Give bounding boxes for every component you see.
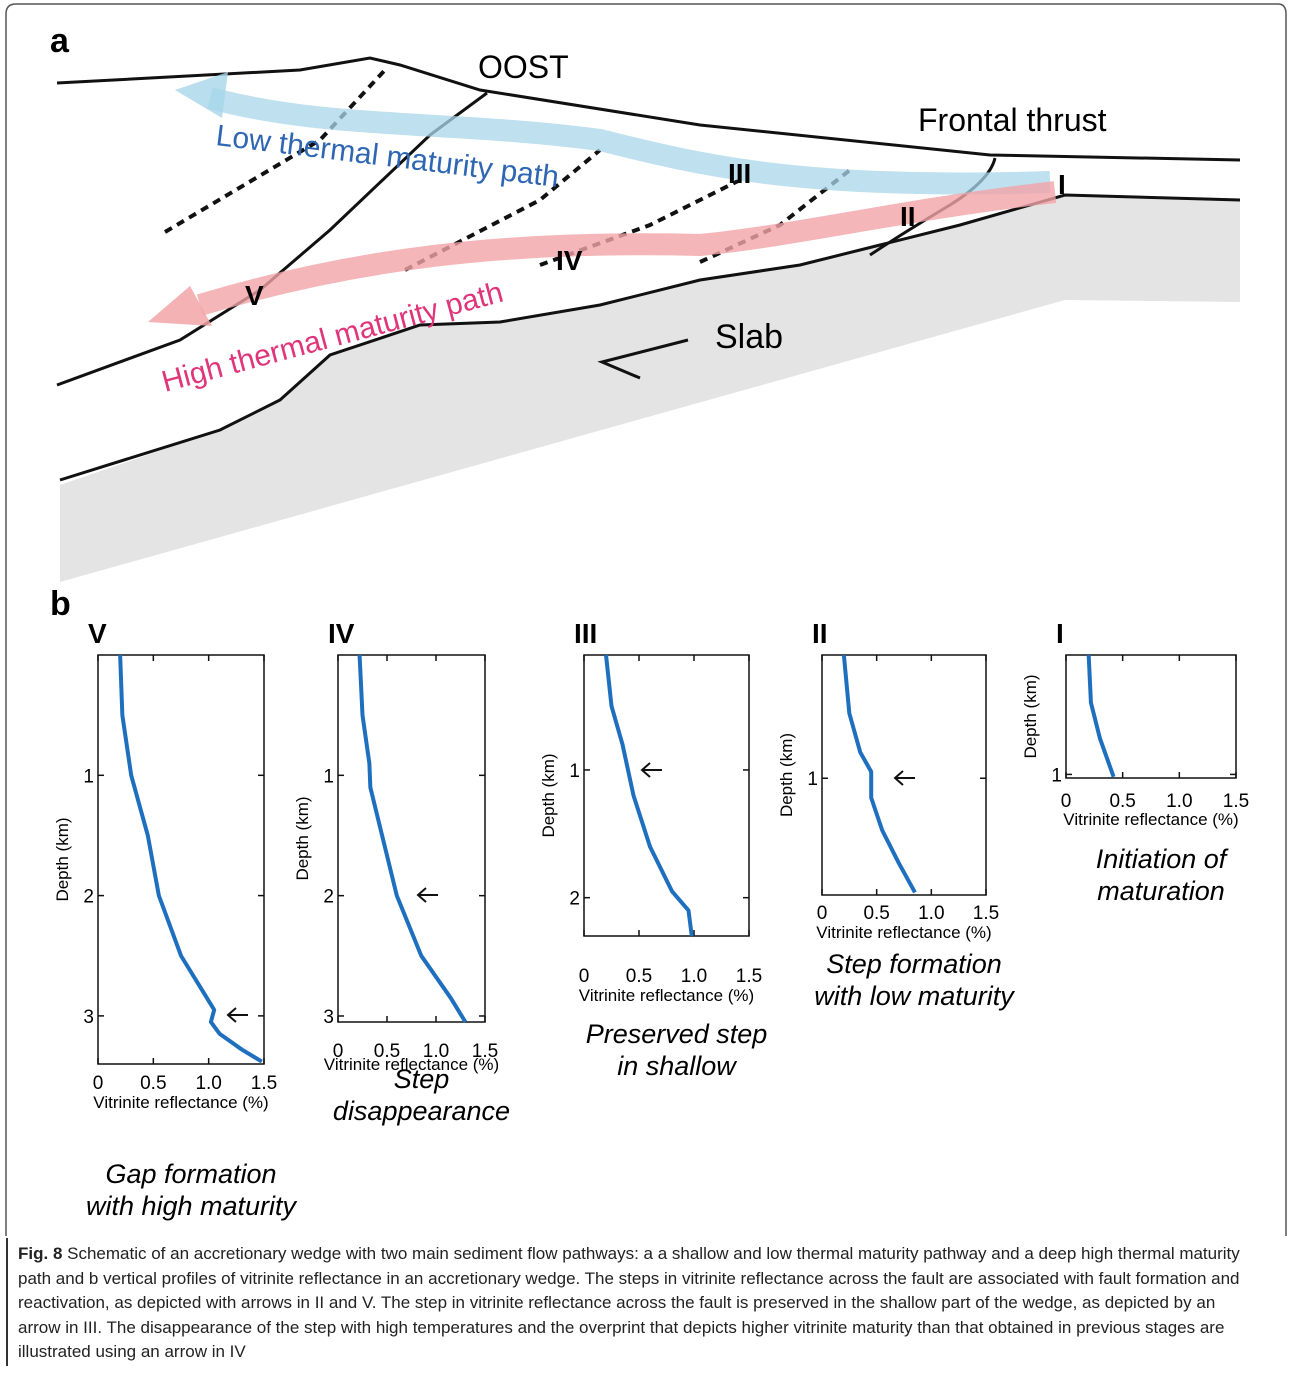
x-tick-label: 1.0 xyxy=(918,903,944,924)
y-tick-label: 3 xyxy=(323,1007,334,1028)
x-tick-label: 0 xyxy=(1061,791,1072,812)
x-tick-label: 1.0 xyxy=(195,1073,221,1094)
y-axis-label: Depth (km) xyxy=(539,753,558,837)
x-tick-label: 0 xyxy=(817,903,828,924)
y-tick-label: 2 xyxy=(323,887,334,908)
stage-label: IV xyxy=(556,245,583,276)
profile-line xyxy=(120,655,262,1062)
x-tick-label: 0.5 xyxy=(863,903,889,924)
profile-line xyxy=(844,655,915,892)
stage-caption: with low maturity xyxy=(814,981,1015,1011)
label-slab: Slab xyxy=(715,318,783,356)
profile-line xyxy=(1089,655,1114,777)
y-tick-label: 3 xyxy=(83,1007,94,1028)
stage-caption: with high maturity xyxy=(86,1191,298,1221)
y-tick-label: 1 xyxy=(569,761,580,782)
stage-label: V xyxy=(245,280,264,311)
caption-text: Schematic of an accretionary wedge with … xyxy=(18,1244,1240,1361)
x-tick-label: 0 xyxy=(579,966,590,987)
x-axis-label: Vitrinite reflectance (%) xyxy=(816,923,991,942)
label-frontal-thrust: Frontal thrust xyxy=(918,102,1107,138)
stage-caption: Step xyxy=(394,1064,450,1094)
y-axis-label: Depth (km) xyxy=(53,817,72,901)
y-tick-label: 1 xyxy=(1051,765,1062,786)
stage-label: II xyxy=(900,201,916,232)
x-tick-label: 1.0 xyxy=(1166,791,1192,812)
plot-frame xyxy=(338,655,485,1022)
stage-caption: Preserved step xyxy=(586,1019,768,1049)
y-tick-label: 2 xyxy=(83,887,94,908)
page: a OOST Frontal thrust Low thermal maturi… xyxy=(0,0,1290,1381)
stage-caption: Step formation xyxy=(826,949,1002,979)
y-tick-label: 1 xyxy=(807,769,818,790)
x-tick-label: 1.5 xyxy=(973,903,999,924)
x-axis-label: Vitrinite reflectance (%) xyxy=(1063,810,1238,829)
profile-line xyxy=(606,655,692,936)
stage-caption: Initiation of xyxy=(1096,844,1229,874)
x-tick-label: 1.5 xyxy=(1223,791,1249,812)
y-axis-label: Depth (km) xyxy=(777,733,796,817)
stage-label: III xyxy=(728,158,751,189)
y-tick-label: 1 xyxy=(83,766,94,787)
x-axis-label: Vitrinite reflectance (%) xyxy=(579,986,754,1005)
x-axis-label: Vitrinite reflectance (%) xyxy=(93,1093,268,1112)
figure: a OOST Frontal thrust Low thermal maturi… xyxy=(0,0,1290,1236)
stage-caption: maturation xyxy=(1097,876,1225,906)
y-axis-label: Depth (km) xyxy=(293,796,312,880)
panel-label: b xyxy=(50,585,71,623)
y-axis-label: Depth (km) xyxy=(1021,674,1040,758)
y-tick-label: 2 xyxy=(569,889,580,910)
x-tick-label: 1.0 xyxy=(681,966,707,987)
panel-label: a xyxy=(50,22,70,60)
stage-caption: in shallow xyxy=(617,1051,737,1081)
stage-caption: disappearance xyxy=(333,1096,510,1126)
chart-title: II xyxy=(812,618,828,649)
x-tick-label: 0.5 xyxy=(1109,791,1135,812)
stage-caption: Gap formation xyxy=(105,1159,276,1189)
x-tick-label: 0.5 xyxy=(140,1073,166,1094)
chart-title: I xyxy=(1056,618,1064,649)
x-tick-label: 0 xyxy=(93,1073,104,1094)
x-tick-label: 1.5 xyxy=(736,966,762,987)
caption: Fig. 8 Schematic of an accretionary wedg… xyxy=(6,1238,1270,1366)
profile-line xyxy=(360,655,466,1022)
x-tick-label: 1.5 xyxy=(251,1073,277,1094)
stage-label: I xyxy=(1058,169,1066,200)
caption-label: Fig. 8 xyxy=(18,1244,62,1263)
chart-title: III xyxy=(574,618,597,649)
chart-title: IV xyxy=(328,618,355,649)
x-tick-label: 0.5 xyxy=(626,966,652,987)
label-oost: OOST xyxy=(478,49,569,85)
chart-title: V xyxy=(88,618,107,649)
y-tick-label: 1 xyxy=(323,766,334,787)
